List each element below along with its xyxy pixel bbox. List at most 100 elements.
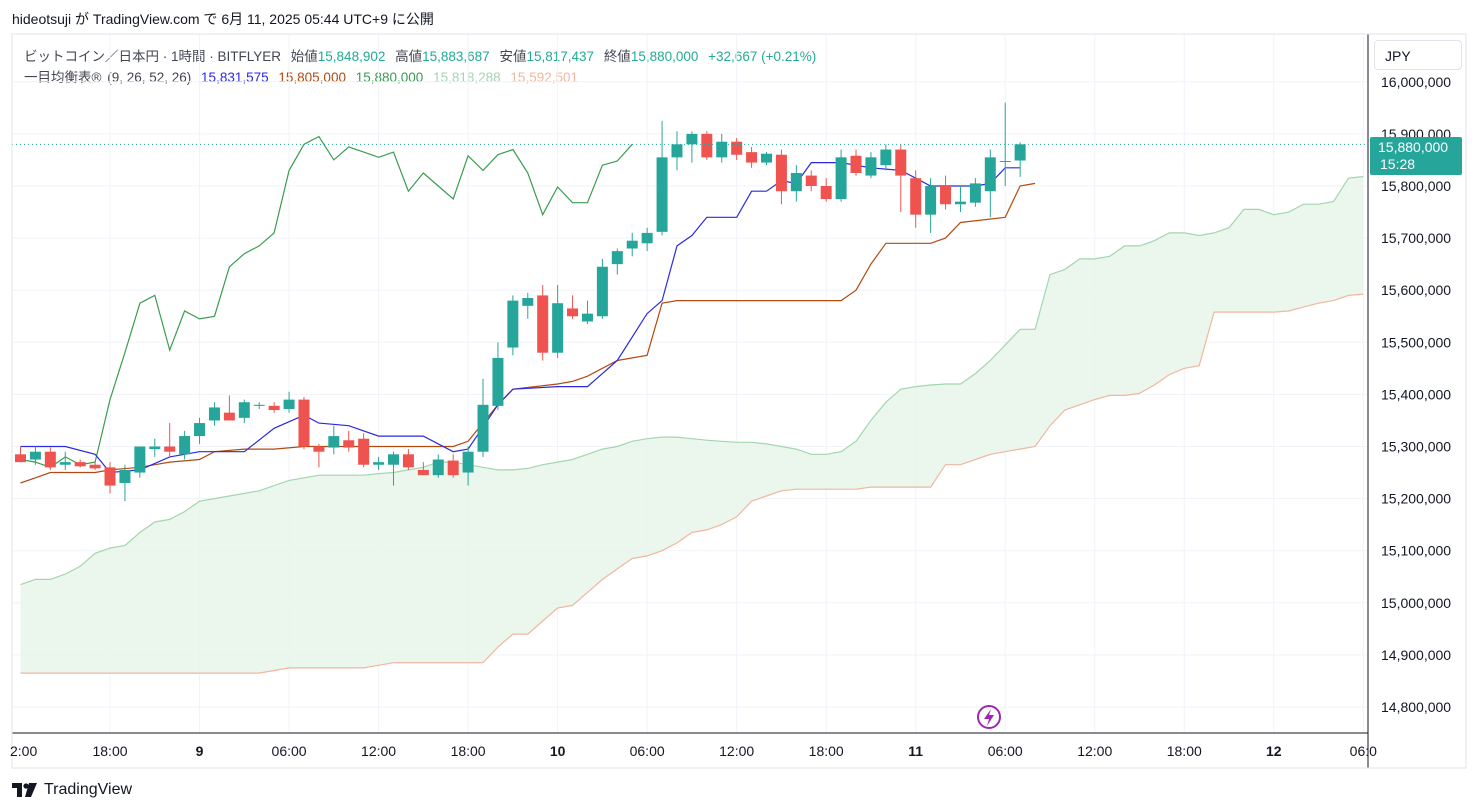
x-tick-label: 12:00 (719, 743, 754, 759)
symbol-name[interactable]: ビットコイン／日本円 · 1時間 · BITFLYER (24, 49, 282, 64)
tenkan-sen-line (20, 162, 1021, 474)
x-tick-label: 11 (908, 743, 923, 759)
publish-info: hideotsuji が TradingView.com で 6月 11, 20… (12, 11, 434, 27)
x-tick-label: 06:0 (1350, 743, 1377, 759)
x-tick-label: 10 (550, 743, 566, 759)
candle-down (701, 133, 713, 158)
candle-down (15, 454, 26, 463)
candle-down (89, 464, 101, 469)
candle-down (775, 154, 787, 192)
last-price-tag: 15,880,000 15:28 (1370, 137, 1462, 175)
bar-countdown: 15:28 (1380, 156, 1416, 172)
y-tick-label: 14,900,000 (1381, 647, 1451, 663)
tradingview-logo-text: TradingView (44, 781, 133, 798)
candle-down (910, 178, 922, 215)
candle-down (268, 405, 280, 411)
candle-down (447, 460, 459, 476)
chikou-value: 15,880,000 (355, 70, 424, 85)
candle-up (954, 201, 966, 205)
close-value: 15,880,000 (630, 49, 699, 64)
candle-up (238, 402, 250, 418)
candle-up (671, 144, 683, 158)
candle-up (641, 232, 653, 244)
candle-up (119, 469, 131, 483)
indicator-name[interactable]: 一目均衡表® (24, 70, 102, 85)
close-label: 終値 (603, 49, 631, 64)
candle-up (29, 451, 41, 460)
y-tick-label: 15,800,000 (1381, 178, 1451, 194)
kijun-sen-line (20, 182, 1036, 484)
candle-down (731, 141, 743, 155)
candle-down (164, 446, 176, 452)
indicator-params: (9, 26, 52, 26) (107, 70, 192, 85)
x-tick-label: 12:00 (1077, 743, 1112, 759)
candle-up (686, 133, 698, 145)
indicator-legend: 一目均衡表® (9, 26, 52, 26) 15,831,575 15,805… (24, 66, 578, 86)
candle-up (611, 251, 623, 265)
y-tick-label: 15,100,000 (1381, 543, 1451, 559)
chart-axes (11, 33, 1467, 769)
candle-up (373, 462, 385, 465)
currency-button[interactable]: JPY (1374, 40, 1462, 70)
candle-down (44, 451, 56, 468)
y-tick-label: 15,000,000 (1381, 595, 1451, 611)
candle-up (656, 157, 668, 232)
x-tick-label: 12:00 (361, 743, 396, 759)
candle-up (134, 446, 146, 473)
x-tick-label: 18:00 (451, 743, 486, 759)
lightning-event-icon[interactable] (977, 705, 1001, 729)
open-label: 始値 (290, 49, 318, 64)
tenkan-value: 15,831,575 (201, 70, 269, 85)
candle-down (104, 467, 116, 486)
candle-up (507, 300, 519, 348)
candle-down (298, 399, 310, 447)
tradingview-logo[interactable]: TradingView (12, 781, 132, 799)
x-tick-label: 12 (1266, 743, 1282, 759)
y-tick-label: 15,400,000 (1381, 386, 1451, 402)
y-tick-label: 15,200,000 (1381, 491, 1451, 507)
tradingview-logo-icon (12, 783, 37, 797)
candle-up (984, 157, 996, 192)
candle-down (895, 149, 907, 176)
candle-up (328, 436, 340, 448)
senkou-span-a-line (20, 175, 1364, 586)
x-tick-label: 06:00 (988, 743, 1023, 759)
candle-down (820, 186, 832, 200)
candle-up (790, 172, 802, 192)
candle-down (343, 440, 355, 448)
candle-up (552, 303, 564, 353)
candle-up (716, 141, 728, 158)
candle-up (1014, 144, 1026, 161)
candle-up (462, 451, 474, 473)
candle-up (925, 186, 937, 215)
ichimoku-cloud (20, 176, 1364, 674)
candlestick-series (15, 102, 1026, 502)
x-tick-label: 2:00 (10, 743, 37, 759)
candle-up (999, 160, 1011, 162)
candle-down (313, 446, 325, 452)
symbol-legend: ビットコイン／日本円 · 1時間 · BITFLYER 始値15,848,902… (24, 45, 816, 65)
candle-up (596, 266, 608, 317)
candle-up (522, 298, 534, 306)
low-label: 安値 (499, 49, 527, 64)
candle-up (626, 240, 638, 249)
low-value: 15,817,437 (526, 49, 595, 64)
candle-up (388, 454, 399, 465)
senkou-span-b-line (20, 293, 1364, 674)
chart-grid (12, 34, 1367, 733)
y-tick-label: 14,800,000 (1381, 699, 1451, 715)
x-tick-label: 18:00 (1167, 743, 1202, 759)
y-tick-label: 15,700,000 (1381, 230, 1451, 246)
high-value: 15,883,687 (422, 49, 490, 64)
y-tick-label: 15,300,000 (1381, 439, 1451, 455)
candle-down (805, 175, 817, 186)
chikou-span-line (20, 135, 633, 468)
senkou-b-value: 15,592,501 (510, 70, 578, 85)
senkou-a-value: 15,818,288 (433, 70, 501, 85)
change-value: +32,667 (+0.21%) (708, 49, 817, 64)
event-icon-circle (977, 705, 1001, 729)
candle-down (567, 308, 579, 317)
open-value: 15,848,902 (317, 49, 386, 64)
candle-up (283, 399, 295, 409)
